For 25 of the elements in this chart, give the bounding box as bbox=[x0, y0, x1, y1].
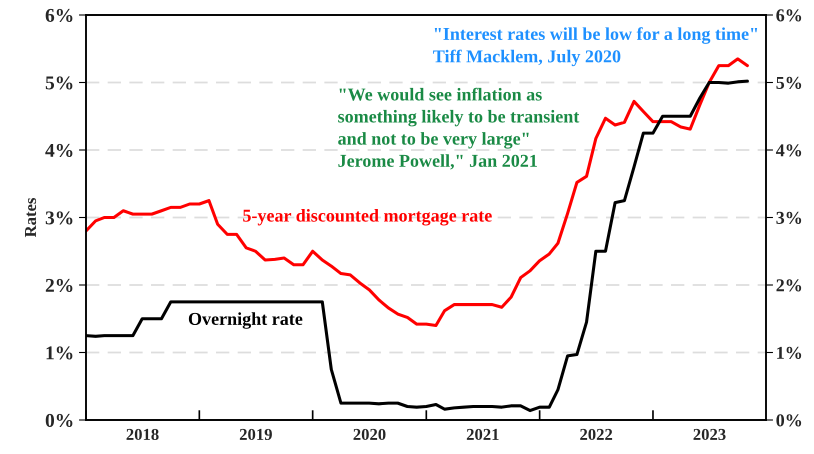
y2-tick-label: 6% bbox=[776, 9, 802, 22]
y2-tick-label: 0% bbox=[776, 414, 802, 426]
y2-tick-label: 4% bbox=[776, 144, 802, 156]
y-tick-label: 4% bbox=[45, 144, 72, 157]
series-label: 5-year discounted mortgage rate bbox=[243, 209, 492, 226]
y2-tick-label: 1% bbox=[777, 346, 802, 359]
y-tick-label: 1% bbox=[46, 346, 72, 360]
annotation: "We would see inflation as something likely to be transient and not to be very large" Jerome Powell," Jan 2021 bbox=[338, 88, 580, 170]
x-tick-label: 2019 bbox=[240, 428, 272, 440]
y2-tick-label: 5% bbox=[776, 76, 802, 89]
y-tick-label: 3% bbox=[46, 211, 72, 224]
x-tick-label: 2022 bbox=[580, 428, 612, 440]
annotation: "Interest rates will be low for a long time" Tiff Macklem, July 2020 bbox=[433, 27, 758, 66]
x-tick-label: 2020 bbox=[354, 428, 386, 440]
x-tick-label: 2023 bbox=[694, 428, 726, 440]
y-axis-title: Rates bbox=[25, 198, 36, 238]
y-tick-label: 0% bbox=[46, 414, 72, 427]
x-tick-label: 2018 bbox=[126, 428, 159, 440]
y2-tick-label: 2% bbox=[776, 279, 802, 292]
x-tick-label: 2021 bbox=[466, 428, 499, 440]
series-label: Overnight rate bbox=[188, 312, 302, 329]
y-tick-label: 2% bbox=[46, 278, 72, 292]
y2-tick-label: 3% bbox=[776, 212, 802, 224]
y-tick-label: 5% bbox=[46, 76, 72, 90]
y-tick-label: 6% bbox=[46, 8, 72, 22]
